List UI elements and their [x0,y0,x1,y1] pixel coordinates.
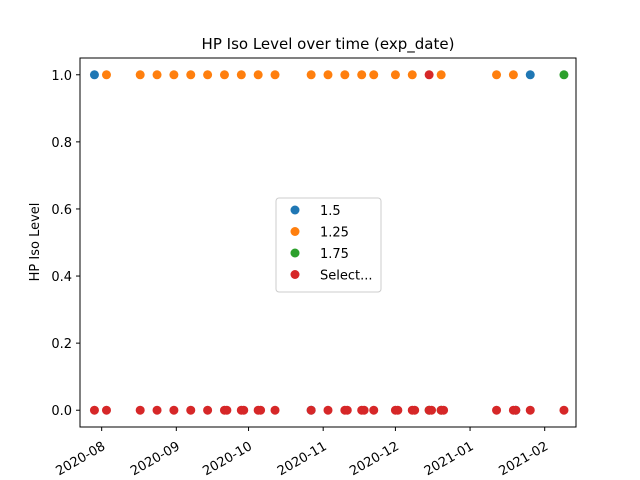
legend-label: 1.75 [320,247,349,262]
data-point [186,405,196,415]
data-point [152,405,162,415]
data-point [270,405,280,415]
data-point [203,70,213,80]
data-point [270,70,280,80]
legend: 1.5 1.25 1.75 Select... [275,197,382,293]
data-point [101,70,111,80]
data-point [492,405,502,415]
legend-marker [290,248,300,258]
plot-area-frame [79,57,577,428]
data-point [253,70,263,80]
y-tick-label: 0.0 [51,404,72,419]
data-point [236,70,246,80]
y-tick-label: 0.4 [51,270,72,285]
data-point [407,70,417,80]
data-point [525,70,535,80]
data-point [508,70,518,80]
data-point [89,70,99,80]
data-point [436,70,446,80]
data-point [359,405,369,415]
data-point [222,405,232,415]
y-tick-label: 0.6 [51,203,72,218]
data-point [101,405,111,415]
legend-marker [290,227,300,236]
y-tick-label: 1.0 [51,69,72,84]
y-tick-label: 0.8 [51,136,72,151]
data-point [239,405,249,415]
data-point [342,405,352,415]
legend-marker [290,270,300,279]
data-point [369,405,379,415]
data-point [390,70,400,80]
data-point [323,405,333,415]
data-points [89,70,569,415]
data-point [492,70,502,80]
data-point [410,405,420,415]
data-point [424,70,434,80]
legend-box [275,197,382,293]
data-point [525,405,535,415]
legend-label: Select... [320,269,373,284]
data-point [219,70,229,80]
y-axis: 0.0 0.2 0.4 0.6 0.8 1.0 [51,69,80,419]
legend-marker [290,205,300,215]
data-point [427,405,437,415]
y-axis-label: HP Iso Level [28,203,43,282]
data-point [559,70,569,80]
data-point [89,405,99,415]
data-point [306,405,316,415]
data-point [135,405,145,415]
y-tick-label: 0.2 [51,337,72,352]
data-point [186,70,196,80]
data-point [439,405,449,415]
data-point [559,405,569,415]
data-point [369,70,379,80]
chart-title: HP Iso Level over time (exp_date) [202,35,455,54]
legend-label: 1.25 [320,226,349,241]
data-point [256,405,266,415]
data-point [203,405,213,415]
data-point [306,70,316,80]
data-point [511,405,521,415]
data-point [135,70,145,80]
data-point [357,70,367,80]
legend-label: 1.5 [320,204,341,219]
data-point [323,70,333,80]
data-point [340,70,350,80]
data-point [393,405,403,415]
data-point [169,70,179,80]
data-point [169,405,179,415]
data-point [152,70,162,80]
